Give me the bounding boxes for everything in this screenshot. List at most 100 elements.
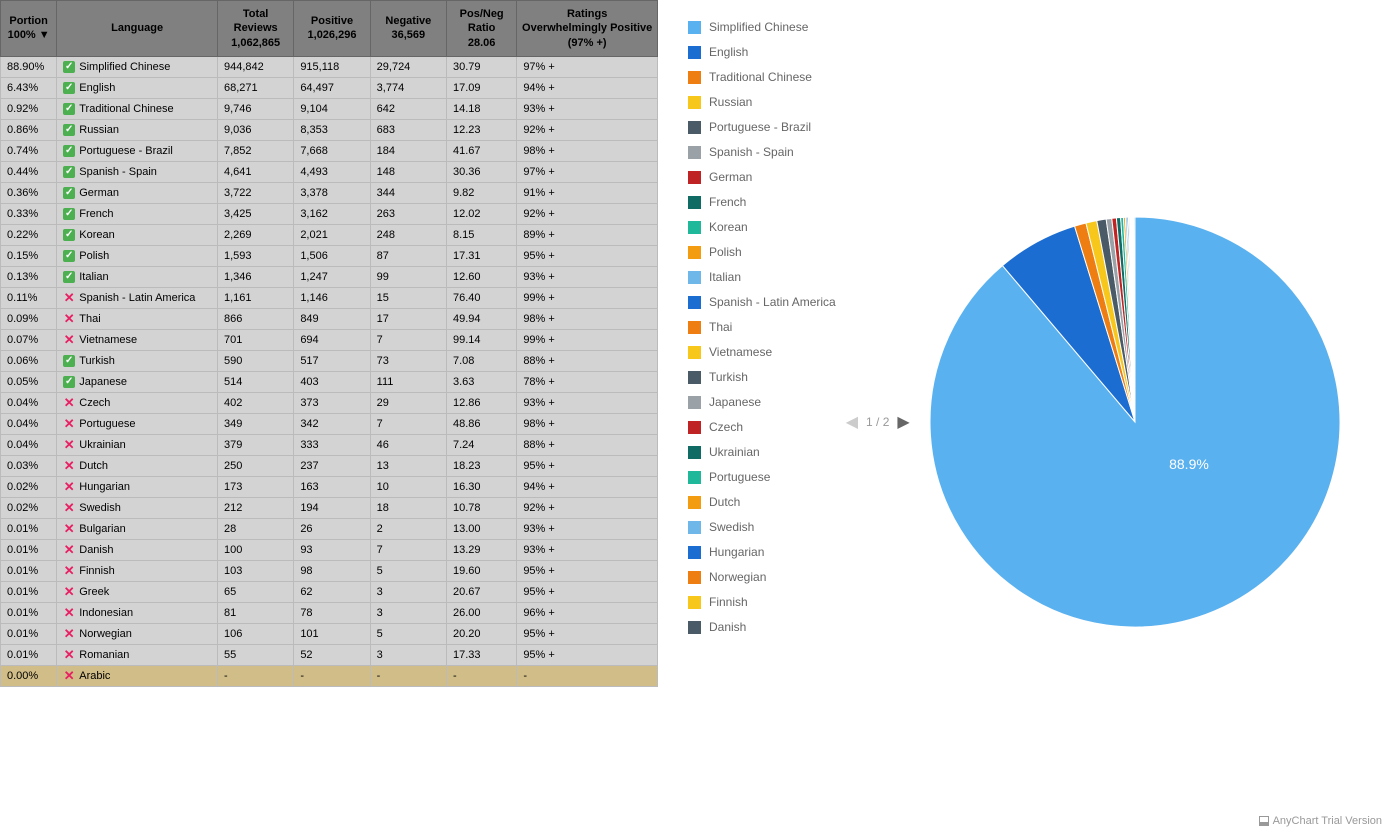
legend-item[interactable]: Vietnamese (688, 345, 836, 359)
cell-portion: 0.01% (1, 602, 57, 623)
table-row[interactable]: 0.86%✓Russian9,0368,35368312.2392% + (1, 119, 658, 140)
cell-portion: 0.07% (1, 329, 57, 350)
cell-negative: 263 (370, 203, 446, 224)
table-row[interactable]: 0.00%✕Arabic----- (1, 665, 658, 686)
table-row[interactable]: 0.02%✕Swedish2121941810.7892% + (1, 497, 658, 518)
legend-item[interactable]: Portuguese - Brazil (688, 120, 836, 134)
header-total[interactable]: Total Reviews1,062,865 (217, 1, 293, 57)
legend-item[interactable]: Turkish (688, 370, 836, 384)
table-row[interactable]: 0.05%✓Japanese5144031113.6378% + (1, 371, 658, 392)
legend-label: Japanese (709, 395, 761, 409)
cell-language: ✓Italian (57, 266, 218, 287)
legend-item[interactable]: Swedish (688, 520, 836, 534)
table-row[interactable]: 0.22%✓Korean2,2692,0212488.1589% + (1, 224, 658, 245)
legend-item[interactable]: Simplified Chinese (688, 20, 836, 34)
cell-total: 701 (217, 329, 293, 350)
table-row[interactable]: 0.03%✕Dutch2502371318.2395% + (1, 455, 658, 476)
legend-item[interactable]: Japanese (688, 395, 836, 409)
table-row[interactable]: 0.13%✓Italian1,3461,2479912.6093% + (1, 266, 658, 287)
cell-portion: 0.04% (1, 392, 57, 413)
cell-positive: - (294, 665, 370, 686)
cell-ratio: 8.15 (447, 224, 517, 245)
legend-swatch (688, 296, 701, 309)
cell-rating: 93% + (517, 392, 658, 413)
table-row[interactable]: 0.01%✕Finnish10398519.6095% + (1, 560, 658, 581)
legend-item[interactable]: Dutch (688, 495, 836, 509)
cell-positive: 915,118 (294, 56, 370, 77)
header-rating[interactable]: RatingsOverwhelmingly Positive (97% +) (517, 1, 658, 57)
legend-item[interactable]: Finnish (688, 595, 836, 609)
check-icon: ✓ (63, 103, 75, 115)
cell-ratio: 20.20 (447, 623, 517, 644)
cell-negative: 99 (370, 266, 446, 287)
cross-icon: ✕ (63, 481, 75, 493)
pager-prev-icon[interactable]: ◀ (846, 412, 858, 432)
legend-item[interactable]: Spanish - Spain (688, 145, 836, 159)
cell-language: ✓Simplified Chinese (57, 56, 218, 77)
table-row[interactable]: 0.01%✕Danish10093713.2993% + (1, 539, 658, 560)
header-ratio[interactable]: Pos/Neg Ratio28.06 (447, 1, 517, 57)
check-icon: ✓ (63, 61, 75, 73)
legend-item[interactable]: Thai (688, 320, 836, 334)
cell-positive: 849 (294, 308, 370, 329)
legend-swatch (688, 246, 701, 259)
table-row[interactable]: 0.92%✓Traditional Chinese9,7469,10464214… (1, 98, 658, 119)
legend-item[interactable]: Traditional Chinese (688, 70, 836, 84)
table-row[interactable]: 0.07%✕Vietnamese701694799.1499% + (1, 329, 658, 350)
table-row[interactable]: 0.01%✕Greek6562320.6795% + (1, 581, 658, 602)
cell-portion: 6.43% (1, 77, 57, 98)
legend-item[interactable]: Portuguese (688, 470, 836, 484)
table-row[interactable]: 0.04%✕Czech4023732912.8693% + (1, 392, 658, 413)
pie-chart[interactable]: 88.9% (920, 207, 1350, 637)
table-row[interactable]: 0.01%✕Indonesian8178326.0096% + (1, 602, 658, 623)
legend-item[interactable]: Ukrainian (688, 445, 836, 459)
cross-icon: ✕ (63, 607, 75, 619)
header-negative[interactable]: Negative36,569 (370, 1, 446, 57)
cell-total: 1,593 (217, 245, 293, 266)
legend-item[interactable]: German (688, 170, 836, 184)
legend-item[interactable]: Danish (688, 620, 836, 634)
table-row[interactable]: 0.04%✕Portuguese349342748.8698% + (1, 413, 658, 434)
table-row[interactable]: 88.90%✓Simplified Chinese944,842915,1182… (1, 56, 658, 77)
header-positive[interactable]: Positive1,026,296 (294, 1, 370, 57)
table-row[interactable]: 0.01%✕Romanian5552317.3395% + (1, 644, 658, 665)
legend-item[interactable]: English (688, 45, 836, 59)
legend-swatch (688, 546, 701, 559)
cell-negative: 7 (370, 413, 446, 434)
table-row[interactable]: 0.74%✓Portuguese - Brazil7,8527,66818441… (1, 140, 658, 161)
legend-item[interactable]: Hungarian (688, 545, 836, 559)
table-row[interactable]: 0.04%✕Ukrainian379333467.2488% + (1, 434, 658, 455)
table-row[interactable]: 0.36%✓German3,7223,3783449.8291% + (1, 182, 658, 203)
legend-item[interactable]: Korean (688, 220, 836, 234)
table-row[interactable]: 6.43%✓English68,27164,4973,77417.0994% + (1, 77, 658, 98)
table-row[interactable]: 0.33%✓French3,4253,16226312.0292% + (1, 203, 658, 224)
check-icon: ✓ (63, 271, 75, 283)
header-language[interactable]: Language (57, 1, 218, 57)
legend-item[interactable]: French (688, 195, 836, 209)
table-row[interactable]: 0.01%✕Bulgarian2826213.0093% + (1, 518, 658, 539)
cell-positive: 98 (294, 560, 370, 581)
legend-item[interactable]: Russian (688, 95, 836, 109)
legend-item[interactable]: Spanish - Latin America (688, 295, 836, 309)
legend-label: Czech (709, 420, 743, 434)
cross-icon: ✕ (63, 586, 75, 598)
table-row[interactable]: 0.11%✕Spanish - Latin America1,1611,1461… (1, 287, 658, 308)
legend-item[interactable]: Italian (688, 270, 836, 284)
legend-item[interactable]: Czech (688, 420, 836, 434)
table-row[interactable]: 0.01%✕Norwegian106101520.2095% + (1, 623, 658, 644)
table-row[interactable]: 0.06%✓Turkish590517737.0888% + (1, 350, 658, 371)
legend-item[interactable]: Norwegian (688, 570, 836, 584)
pager-next-icon[interactable]: ▶ (897, 412, 909, 432)
cell-language: ✕Ukrainian (57, 434, 218, 455)
cell-portion: 0.03% (1, 455, 57, 476)
table-row[interactable]: 0.44%✓Spanish - Spain4,6414,49314830.369… (1, 161, 658, 182)
cell-negative: 46 (370, 434, 446, 455)
header-portion[interactable]: Portion100% ▼ (1, 1, 57, 57)
cell-positive: 194 (294, 497, 370, 518)
table-row[interactable]: 0.15%✓Polish1,5931,5068717.3195% + (1, 245, 658, 266)
cell-language: ✕Danish (57, 539, 218, 560)
legend-item[interactable]: Polish (688, 245, 836, 259)
table-row[interactable]: 0.02%✕Hungarian1731631016.3094% + (1, 476, 658, 497)
table-row[interactable]: 0.09%✕Thai8668491749.9498% + (1, 308, 658, 329)
cell-ratio: 26.00 (447, 602, 517, 623)
